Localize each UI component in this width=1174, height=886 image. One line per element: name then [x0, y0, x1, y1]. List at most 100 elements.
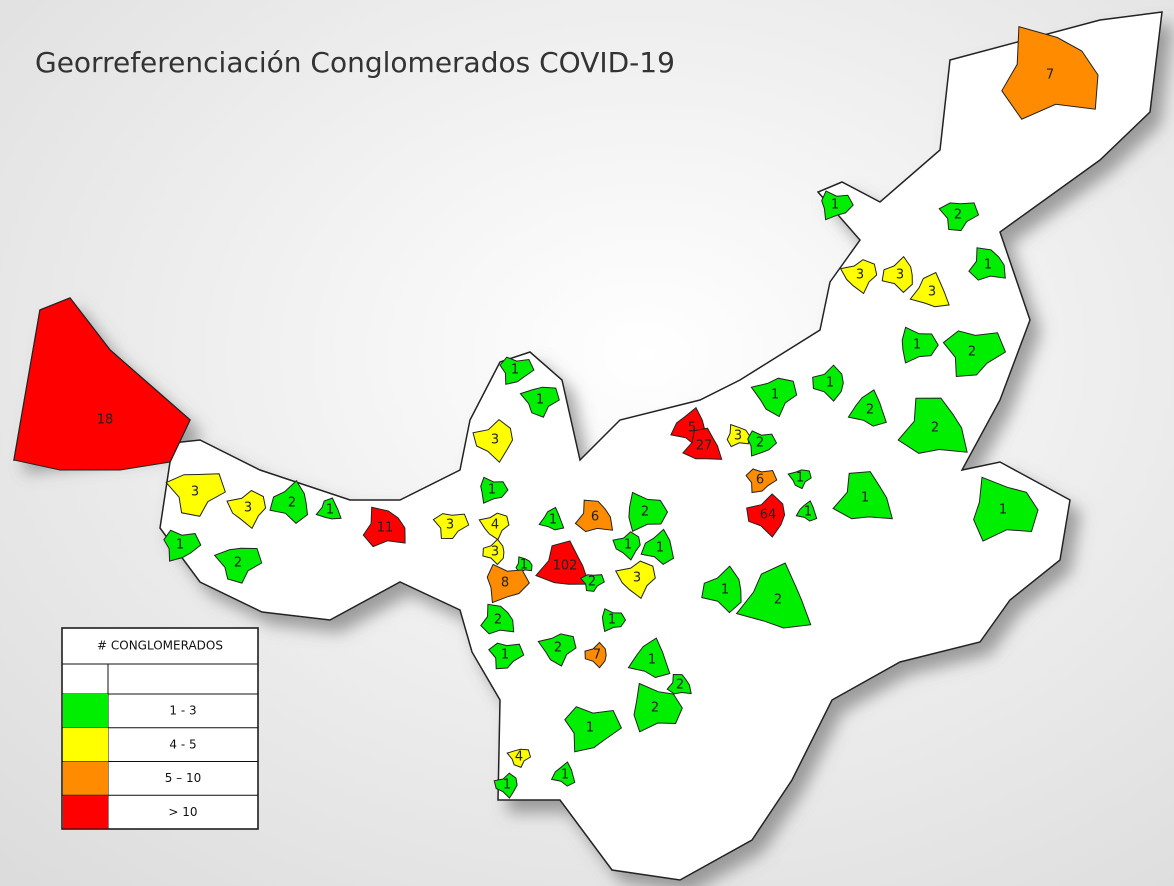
region: [832, 471, 893, 520]
region-label: 1: [999, 503, 1007, 518]
region-label: 2: [968, 345, 976, 360]
legend-header: # CONGLOMERADOS: [97, 639, 223, 653]
region-label: 3: [491, 545, 499, 560]
legend-label: 1 - 3: [169, 704, 196, 718]
region: [486, 563, 530, 604]
region-label: 1: [861, 491, 869, 506]
region: [627, 637, 671, 679]
region-label: 11: [377, 521, 394, 536]
region: [942, 330, 1007, 378]
region: [973, 476, 1039, 542]
region-label: 1: [586, 721, 594, 736]
region: [165, 473, 226, 517]
region: [938, 202, 980, 232]
region: [574, 499, 614, 533]
region-label: 4: [491, 518, 499, 533]
region: [787, 469, 812, 490]
legend-label: 5 – 10: [165, 771, 202, 785]
region-label: 7: [1046, 68, 1054, 83]
region: [478, 512, 510, 541]
region-label: 1: [796, 471, 804, 486]
region-label: 2: [774, 593, 782, 608]
region-label: 1: [648, 653, 656, 668]
region-label: 2: [676, 678, 684, 693]
region: [640, 528, 675, 566]
legend: # CONGLOMERADOS 1 - 3 4 - 5 5 – 10 > 10: [61, 627, 259, 830]
region: [315, 497, 342, 520]
legend-swatch: [63, 694, 108, 728]
region-label: 1: [831, 198, 839, 213]
region: [472, 418, 514, 463]
region: [480, 476, 509, 504]
region-label: 2: [554, 641, 562, 656]
region: [493, 772, 518, 799]
region: [499, 356, 535, 385]
region-label: 3: [856, 268, 864, 283]
region: [226, 489, 267, 530]
region-label: 1: [176, 538, 184, 553]
region: [579, 574, 605, 592]
region: [213, 547, 263, 584]
region: [482, 538, 505, 566]
region-label: 3: [928, 285, 936, 300]
legend-swatch: [63, 761, 108, 796]
region-label: 1: [536, 393, 544, 408]
region: [488, 642, 525, 670]
region-label: 3: [244, 501, 252, 516]
region-label: 6: [756, 473, 764, 488]
region-label: 1: [913, 338, 921, 353]
region: [726, 423, 751, 448]
region: [750, 377, 798, 418]
region: [550, 761, 576, 787]
region: [746, 493, 786, 538]
region-label: 2: [234, 556, 242, 571]
region-label: 1: [656, 541, 664, 556]
region-label: 2: [756, 436, 764, 451]
region: [901, 326, 939, 364]
region-label: 8: [501, 576, 509, 591]
region-label: 1: [549, 513, 557, 528]
region-label: 1: [501, 648, 509, 663]
region: [682, 427, 723, 460]
region-label: 1: [561, 768, 569, 783]
region-label: 1: [326, 503, 334, 518]
region-label: 2: [641, 505, 649, 520]
region-label: 2: [866, 403, 874, 418]
region-label: 1: [721, 583, 729, 598]
region: [362, 506, 406, 548]
region-label: 6: [591, 510, 599, 525]
region: [519, 386, 560, 418]
region: [614, 560, 656, 600]
legend-label: > 10: [168, 805, 197, 819]
region: [612, 531, 641, 561]
region: [701, 565, 742, 614]
region-label: 1: [624, 538, 632, 553]
region: [735, 562, 812, 629]
region-label: 1: [984, 258, 992, 273]
region-label: 7: [593, 648, 601, 663]
region: [506, 748, 532, 769]
region-label: 1: [608, 613, 616, 628]
region: [269, 479, 309, 524]
region-label: 2: [931, 421, 939, 436]
region: [745, 468, 778, 494]
region-label: 64: [760, 508, 777, 523]
region: [666, 673, 692, 695]
region: [909, 271, 950, 308]
region-outline-west: [13, 297, 191, 471]
region: [480, 603, 515, 635]
region: [537, 633, 577, 667]
region: [1001, 25, 1099, 120]
region: [968, 247, 1006, 281]
region: [812, 364, 844, 402]
region: [432, 513, 470, 540]
region-label: 18: [97, 413, 114, 428]
region-label: 27: [696, 439, 713, 454]
region-label: 2: [651, 701, 659, 716]
region-label: 3: [633, 571, 641, 586]
region-label: 2: [954, 208, 962, 223]
region-label: 1: [826, 376, 834, 391]
region: [515, 556, 533, 574]
